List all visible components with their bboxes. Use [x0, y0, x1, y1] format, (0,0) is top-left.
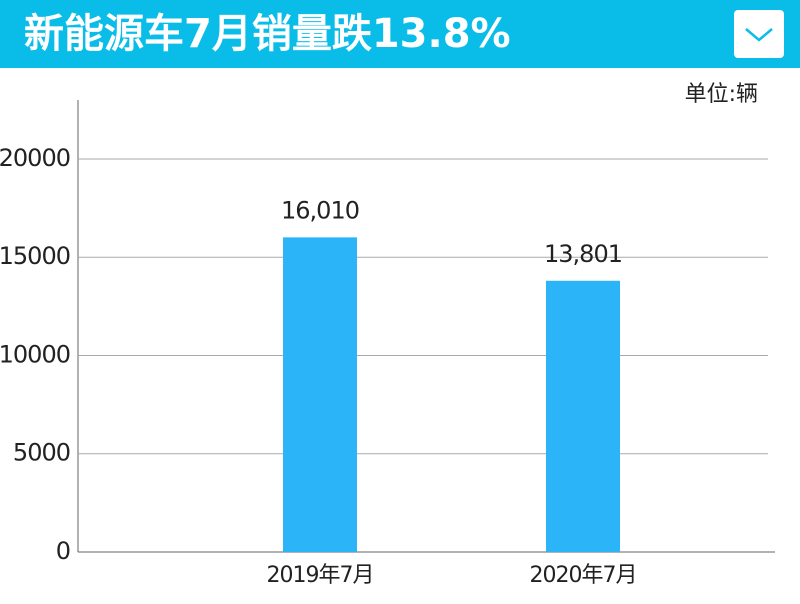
chart-title: 新能源车7月销量跌13.8%	[24, 11, 511, 57]
x-tick-label: 2019年7月	[267, 563, 374, 588]
y-tick-label: 15000	[0, 242, 70, 270]
y-tick-label: 20000	[0, 144, 70, 172]
value-label: 13,801	[544, 240, 622, 268]
bar	[546, 280, 620, 552]
value-label: 16,010	[281, 196, 359, 224]
x-tick-label: 2020年7月	[530, 563, 637, 588]
dropdown-button[interactable]	[734, 10, 784, 58]
y-tick-label: 10000	[0, 340, 70, 368]
header-bar	[0, 0, 800, 68]
bar	[283, 237, 357, 552]
y-tick-label: 0	[56, 537, 70, 565]
unit-label: 单位:辆	[685, 82, 758, 107]
y-tick-label: 5000	[13, 439, 70, 467]
